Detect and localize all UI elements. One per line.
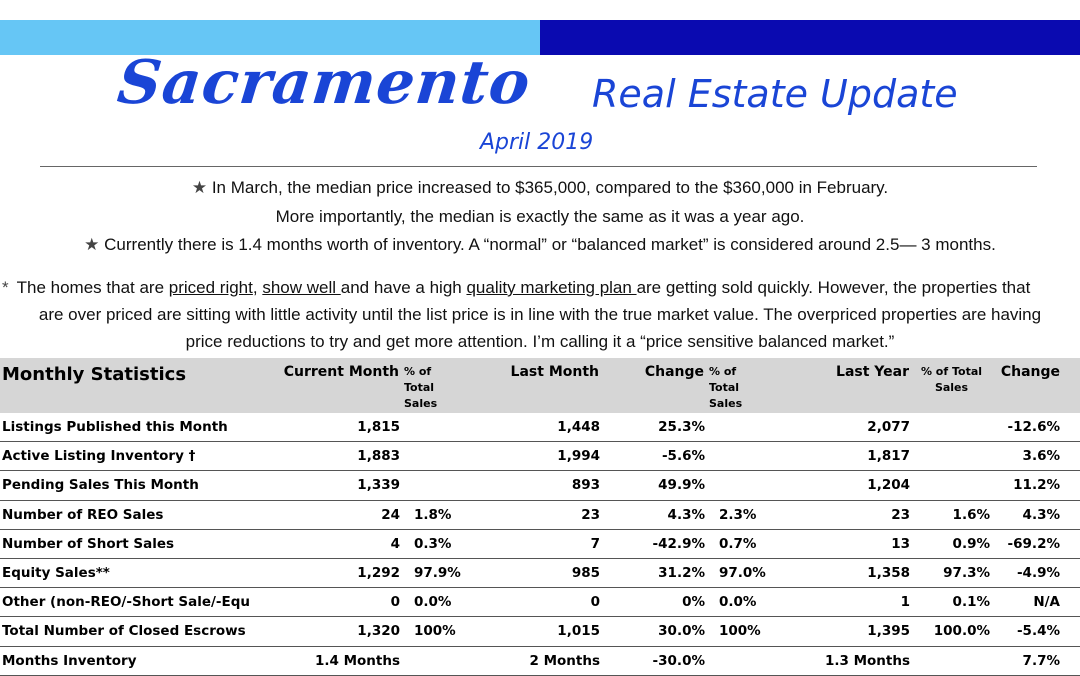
table-row: Pending Sales This Month 1,339 893 49.9%… — [0, 470, 1080, 501]
bullet-median-price: ★ In March, the median price increased t… — [191, 178, 889, 197]
bullet-pricing-line3: price reductions to try and get more att… — [185, 332, 895, 351]
col-last-year: Last Year — [836, 364, 909, 380]
title-city: Sacramento — [114, 48, 534, 118]
col-current-month: Current Month — [283, 364, 399, 380]
table-row: Active Listing Inventory † 1,883 1,994 -… — [0, 441, 1080, 472]
col-change-yoy: Change — [1000, 364, 1060, 380]
divider — [40, 166, 1037, 167]
table-row: Equity Sales** 1,292 97.9% 985 31.2% 97.… — [0, 558, 1080, 589]
table-row: Listings Published this Month 1,815 1,44… — [0, 413, 1080, 443]
table-title: Monthly Statistics — [2, 364, 187, 385]
monthly-statistics-table: Monthly Statistics Current Month % of Tot… — [0, 358, 1080, 676]
report-date: April 2019 — [480, 130, 594, 155]
table-row: Months Inventory 1.4 Months 2 Months -30… — [0, 646, 1080, 676]
bullet-median-yoy: More importantly, the median is exactly … — [275, 207, 805, 226]
table-row: Number of REO Sales 24 1.8% 23 4.3% 2.3%… — [0, 500, 1080, 530]
col-current-pct: % of Total Sales — [404, 365, 438, 410]
table-row: Number of Short Sales 4 0.3% 7 -42.9% 0.… — [0, 529, 1080, 559]
asterisk-icon: * — [2, 278, 9, 297]
table-row: Other (non-REO/-Short Sale/-Equ 0 0.0% 0… — [0, 587, 1080, 618]
bullet-pricing-line2: are over priced are sitting with little … — [38, 305, 1042, 324]
header-bar-light — [0, 20, 540, 55]
col-last-pct: % of Total Sales — [709, 365, 743, 410]
title-subtitle: Real Estate Update — [592, 72, 958, 116]
table-header-row: Monthly Statistics Current Month % of Tot… — [0, 358, 1080, 413]
col-ly-pct: % of Total Sales — [920, 365, 983, 394]
header-bar-dark — [540, 20, 1080, 55]
col-last-month: Last Month — [510, 364, 599, 380]
bullet-inventory: ★ Currently there is 1.4 months worth of… — [84, 235, 996, 254]
table-row: Total Number of Closed Escrows 1,320 100… — [0, 616, 1080, 647]
bullet-pricing-line1: * The homes that are priced right, show w… — [2, 278, 1031, 297]
star-icon: ★ — [84, 235, 100, 254]
star-icon: ★ — [191, 178, 208, 197]
col-change: Change — [644, 364, 704, 380]
